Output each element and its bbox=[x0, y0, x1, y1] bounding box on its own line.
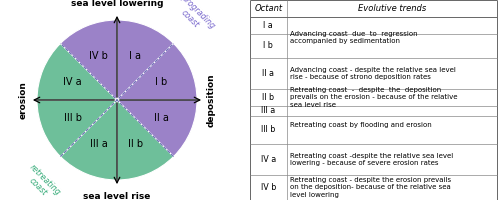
Wedge shape bbox=[117, 43, 197, 100]
Text: IV b: IV b bbox=[260, 183, 276, 192]
Text: erosion: erosion bbox=[18, 81, 28, 119]
Text: sea level rise: sea level rise bbox=[84, 192, 150, 200]
Text: Octant: Octant bbox=[254, 4, 282, 13]
Text: III b: III b bbox=[261, 126, 276, 134]
Text: sea level lowering: sea level lowering bbox=[71, 0, 163, 8]
Wedge shape bbox=[117, 100, 173, 180]
Text: deposition: deposition bbox=[206, 73, 216, 127]
Wedge shape bbox=[60, 100, 117, 180]
Text: Retreating coast - despite the erosion prevails
on the deposition- because of th: Retreating coast - despite the erosion p… bbox=[290, 177, 452, 198]
Text: I b: I b bbox=[155, 77, 168, 87]
Text: III a: III a bbox=[261, 106, 276, 115]
Text: II a: II a bbox=[262, 69, 274, 78]
Text: I a: I a bbox=[130, 51, 141, 61]
Text: II a: II a bbox=[154, 113, 169, 123]
Wedge shape bbox=[60, 20, 117, 100]
Text: II b: II b bbox=[262, 93, 274, 102]
Text: Advancing coast - despite the relative sea level
rise - because of strono deposi: Advancing coast - despite the relative s… bbox=[290, 67, 456, 80]
Text: Advancing coast  due  to  regression
accompanied by sedimentation: Advancing coast due to regression accomp… bbox=[290, 31, 418, 44]
Text: III b: III b bbox=[64, 113, 82, 123]
Text: I a: I a bbox=[264, 21, 273, 30]
Text: prograding
coast: prograding coast bbox=[172, 0, 216, 38]
Text: retreating
coast: retreating coast bbox=[20, 162, 62, 200]
Text: Retreating coast by flooding and erosion: Retreating coast by flooding and erosion bbox=[290, 122, 432, 128]
Text: IV b: IV b bbox=[89, 51, 108, 61]
Text: Evolutive trends: Evolutive trends bbox=[358, 4, 426, 13]
Text: I b: I b bbox=[264, 42, 274, 50]
Text: Retreating coast  -  despite  the  deposition
prevails on the erosion - because : Retreating coast - despite the depositio… bbox=[290, 87, 458, 108]
Wedge shape bbox=[117, 20, 173, 100]
Wedge shape bbox=[117, 100, 197, 157]
Text: IV a: IV a bbox=[260, 155, 276, 164]
Text: II b: II b bbox=[128, 139, 143, 149]
Text: Retreating coast -despite the relative sea level
lowering - because of severe er: Retreating coast -despite the relative s… bbox=[290, 153, 454, 166]
Text: IV a: IV a bbox=[64, 77, 82, 87]
Text: III a: III a bbox=[90, 139, 108, 149]
Wedge shape bbox=[37, 43, 117, 100]
Wedge shape bbox=[37, 100, 117, 157]
